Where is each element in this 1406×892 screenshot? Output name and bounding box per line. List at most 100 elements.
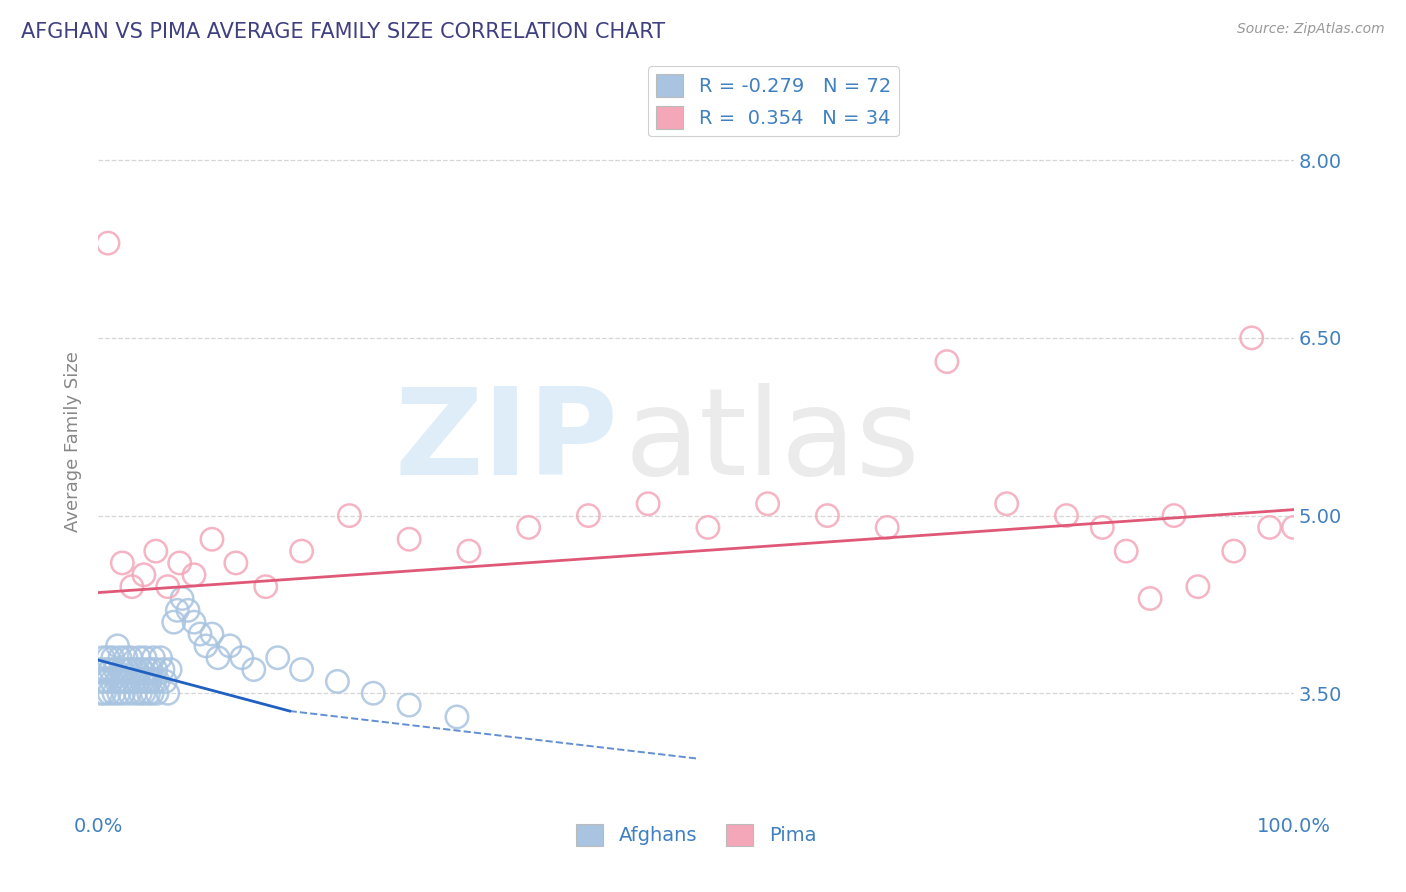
Point (128, 650, 150, 665)
Point (146, 686, 169, 700)
Point (139, 674, 162, 689)
Point (100, 674, 122, 689)
Point (105, 674, 128, 689)
Point (1223, 544, 1246, 558)
Point (398, 533, 420, 547)
Point (458, 544, 481, 558)
Point (108, 650, 131, 665)
Point (1258, 520, 1281, 534)
Point (136, 663, 159, 677)
Point (1240, 331, 1263, 345)
Point (188, 627, 211, 641)
Point (124, 674, 146, 689)
Point (98, 686, 121, 700)
Point (104, 663, 127, 677)
Point (177, 603, 200, 617)
Point (117, 674, 139, 689)
Point (132, 686, 155, 700)
Point (107, 686, 129, 700)
Point (1091, 520, 1114, 534)
Point (118, 686, 141, 700)
Point (183, 567, 205, 582)
Point (152, 663, 174, 677)
Point (201, 533, 224, 547)
Point (936, 354, 959, 368)
Point (291, 544, 314, 558)
Point (149, 650, 172, 665)
Point (90, 686, 112, 700)
Point (143, 674, 166, 689)
Point (112, 686, 135, 700)
Point (135, 674, 157, 689)
Point (207, 650, 229, 665)
Point (363, 686, 385, 700)
Point (156, 686, 179, 700)
Point (756, 497, 779, 511)
Point (142, 650, 165, 665)
Point (111, 556, 134, 570)
Point (145, 544, 167, 558)
Point (231, 650, 253, 665)
Point (169, 556, 191, 570)
Point (138, 686, 160, 700)
Point (124, 686, 146, 700)
Point (1139, 591, 1161, 606)
Point (134, 650, 156, 665)
Point (94, 663, 117, 677)
Point (254, 580, 277, 594)
Point (89, 663, 111, 677)
Point (111, 663, 134, 677)
Point (131, 674, 153, 689)
Text: AFGHAN VS PIMA AVERAGE FAMILY SIZE CORRELATION CHART: AFGHAN VS PIMA AVERAGE FAMILY SIZE CORRE… (21, 22, 665, 42)
Point (107, 639, 129, 653)
Point (1163, 508, 1185, 523)
Point (103, 686, 125, 700)
Point (120, 650, 142, 665)
Point (995, 497, 1018, 511)
Point (125, 663, 148, 677)
Point (159, 663, 181, 677)
Point (326, 674, 349, 689)
Point (148, 674, 170, 689)
Point (131, 663, 153, 677)
Point (172, 591, 194, 606)
Point (96, 674, 118, 689)
Point (132, 567, 155, 582)
Point (243, 663, 266, 677)
Point (115, 663, 138, 677)
Point (110, 674, 132, 689)
Point (156, 580, 179, 594)
Point (155, 674, 177, 689)
Point (163, 615, 186, 630)
Point (115, 650, 138, 665)
Legend: Afghans, Pima: Afghans, Pima (568, 816, 824, 854)
Point (141, 686, 163, 700)
Point (815, 508, 838, 523)
Text: Source: ZipAtlas.com: Source: ZipAtlas.com (1237, 22, 1385, 37)
Point (339, 508, 361, 523)
Point (97, 650, 120, 665)
Point (1282, 520, 1305, 534)
Text: ZIP: ZIP (395, 383, 619, 500)
Point (97, 236, 120, 251)
Point (195, 639, 218, 653)
Point (267, 650, 290, 665)
Point (446, 710, 468, 724)
Point (114, 674, 136, 689)
Point (517, 520, 540, 534)
Point (225, 556, 247, 570)
Point (139, 663, 162, 677)
Point (637, 497, 659, 511)
Point (129, 686, 152, 700)
Point (121, 663, 143, 677)
Point (1115, 544, 1137, 558)
Point (121, 580, 143, 594)
Point (876, 520, 898, 534)
Y-axis label: Average Family Size: Average Family Size (65, 351, 83, 532)
Point (93, 686, 115, 700)
Point (183, 615, 205, 630)
Point (578, 508, 600, 523)
Point (697, 520, 720, 534)
Point (201, 627, 224, 641)
Point (291, 663, 314, 677)
